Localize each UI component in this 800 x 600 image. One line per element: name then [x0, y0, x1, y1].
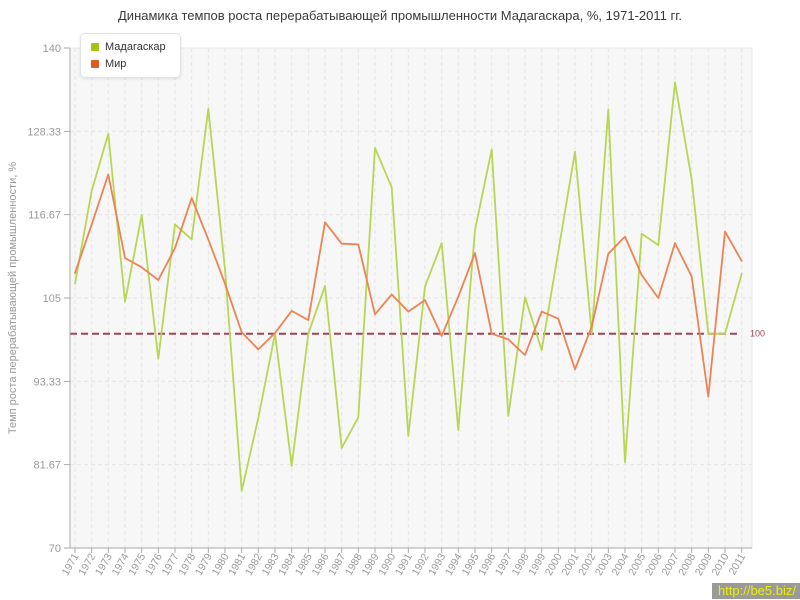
baseline-label: 100	[750, 329, 765, 339]
chart-title: Динамика темпов роста перерабатывающей п…	[118, 8, 682, 23]
legend: Мадагаскар Мир	[80, 33, 181, 78]
legend-item-world[interactable]: Мир	[91, 58, 166, 70]
y-tick-label: 128.33	[27, 126, 61, 138]
y-axis-title: Темп роста перерабатывающей промышленнос…	[7, 162, 19, 434]
world-series-swatch-icon	[91, 60, 99, 68]
x-tick-label: 2011	[727, 551, 749, 577]
y-tick-label: 105	[43, 293, 61, 305]
series-line-world	[74, 173, 743, 398]
y-tick-label: 70	[49, 543, 61, 555]
watermark-link[interactable]: http://be5.biz/	[711, 583, 800, 599]
y-tick-label: 81.67	[33, 460, 61, 472]
x-tick-label: 2010	[710, 551, 732, 577]
y-tick-label: 116.67	[28, 210, 61, 222]
plot-background	[70, 48, 752, 548]
series-line-madagascar	[74, 81, 743, 492]
legend-label-madagascar: Мадагаскар	[105, 41, 166, 53]
y-tick-label: 140	[43, 43, 61, 55]
legend-label-world: Мир	[105, 58, 127, 70]
y-tick-label: 93.33	[33, 376, 61, 388]
madagascar-series-swatch-icon	[91, 43, 99, 51]
legend-item-madagascar[interactable]: Мадагаскар	[91, 41, 166, 53]
